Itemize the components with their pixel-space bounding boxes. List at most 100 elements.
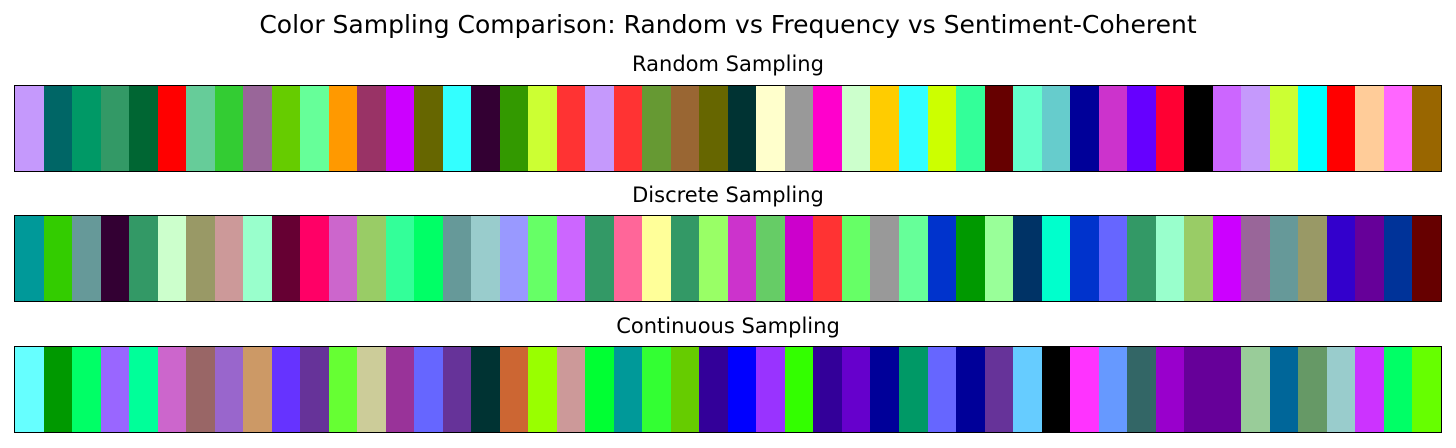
color-swatch (357, 86, 386, 171)
color-swatch (15, 216, 44, 301)
color-swatch (956, 216, 985, 301)
color-swatch (1155, 86, 1185, 171)
color-swatch (727, 86, 757, 171)
color-swatch (243, 86, 272, 171)
color-swatch (870, 216, 899, 301)
color-swatch (699, 86, 728, 171)
panel-title-continuous: Continuous Sampling (616, 314, 840, 338)
color-swatch (1241, 347, 1270, 432)
color-swatch (1127, 216, 1156, 301)
panel-title-discrete: Discrete Sampling (632, 183, 824, 207)
color-swatch (499, 347, 529, 432)
color-swatch (1212, 347, 1242, 432)
color-swatch (243, 216, 272, 301)
color-swatch (72, 86, 101, 171)
color-swatch (898, 347, 928, 432)
color-swatch (1412, 86, 1441, 171)
color-swatch (100, 347, 130, 432)
color-swatch (613, 347, 643, 432)
color-swatch (1013, 347, 1042, 432)
color-swatch (300, 216, 329, 301)
color-swatch (756, 347, 785, 432)
color-swatch (528, 347, 557, 432)
color-swatch (556, 347, 586, 432)
color-swatch (243, 347, 272, 432)
color-swatch (1184, 216, 1213, 301)
color-swatch (357, 347, 386, 432)
color-swatch (927, 347, 957, 432)
color-swatch (72, 216, 101, 301)
palette-strip-continuous (14, 346, 1442, 433)
color-swatch (1155, 216, 1185, 301)
color-swatch (1127, 347, 1156, 432)
color-swatch (385, 86, 415, 171)
color-swatch (784, 216, 814, 301)
color-swatch (927, 216, 957, 301)
color-swatch (898, 216, 928, 301)
color-swatch (956, 86, 985, 171)
color-swatch (642, 86, 671, 171)
color-swatch (813, 86, 842, 171)
color-swatch (1013, 86, 1042, 171)
color-swatch (784, 86, 814, 171)
color-swatch (471, 86, 500, 171)
color-swatch (385, 347, 415, 432)
panel-title-random: Random Sampling (632, 52, 824, 76)
color-swatch (956, 347, 985, 432)
color-swatch (528, 216, 557, 301)
color-swatch (442, 86, 472, 171)
color-swatch (15, 347, 44, 432)
color-swatch (157, 347, 187, 432)
color-swatch (1383, 86, 1413, 171)
color-swatch (186, 86, 215, 171)
color-swatch (1412, 347, 1441, 432)
color-swatch (72, 347, 101, 432)
color-swatch (898, 86, 928, 171)
color-swatch (43, 216, 73, 301)
color-swatch (670, 216, 700, 301)
color-swatch (214, 86, 244, 171)
color-swatch (328, 347, 358, 432)
color-swatch (1383, 216, 1413, 301)
color-swatch (727, 347, 757, 432)
color-swatch (414, 347, 443, 432)
color-swatch (585, 216, 614, 301)
color-swatch (300, 347, 329, 432)
color-swatch (613, 86, 643, 171)
color-swatch (1326, 86, 1356, 171)
color-swatch (642, 216, 671, 301)
color-swatch (328, 86, 358, 171)
color-swatch (670, 347, 700, 432)
color-swatch (984, 347, 1014, 432)
color-swatch (870, 86, 899, 171)
color-swatch (271, 347, 301, 432)
color-swatch (756, 216, 785, 301)
color-swatch (1383, 347, 1413, 432)
color-swatch (1355, 86, 1384, 171)
color-swatch (157, 86, 187, 171)
color-swatch (1298, 347, 1327, 432)
color-swatch (1412, 216, 1441, 301)
color-swatch (1013, 216, 1042, 301)
color-swatch (357, 216, 386, 301)
palette-strip-discrete (14, 215, 1442, 302)
color-swatch (499, 216, 529, 301)
color-swatch (129, 216, 158, 301)
color-swatch (1212, 216, 1242, 301)
color-swatch (214, 216, 244, 301)
color-swatch (841, 347, 871, 432)
color-swatch (414, 216, 443, 301)
color-swatch (442, 347, 472, 432)
color-swatch (1041, 216, 1071, 301)
color-swatch (1241, 86, 1270, 171)
color-swatch (1326, 347, 1356, 432)
color-swatch (841, 216, 871, 301)
color-swatch (613, 216, 643, 301)
color-swatch (784, 347, 814, 432)
color-swatch (1098, 347, 1128, 432)
color-swatch (385, 216, 415, 301)
color-swatch (841, 86, 871, 171)
color-swatch (727, 216, 757, 301)
color-swatch (129, 86, 158, 171)
color-swatch (1041, 86, 1071, 171)
